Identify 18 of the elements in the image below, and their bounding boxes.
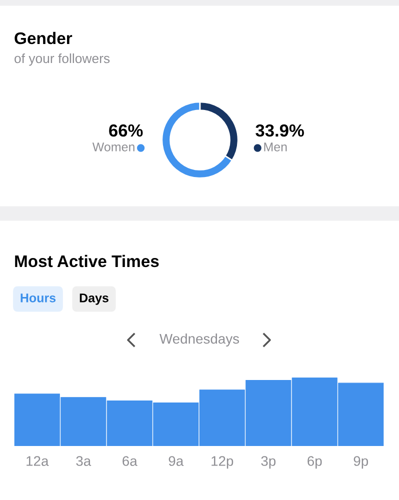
data-label: 66% bbox=[109, 124, 143, 137]
chart-subtitle: of your followers bbox=[14, 53, 110, 66]
text: Days bbox=[80, 294, 108, 305]
chart-title: Most Active Times bbox=[15, 254, 159, 268]
x-tick-label: 9p bbox=[354, 456, 368, 469]
data-label: 33.9% bbox=[256, 124, 304, 137]
x-tick-label: 6a bbox=[122, 456, 138, 466]
x-tick-label: 6p bbox=[308, 456, 322, 469]
slice-label: Women bbox=[92, 142, 134, 152]
chart-subtitle: Wednesdays bbox=[160, 334, 240, 346]
x-tick-label: 12a bbox=[26, 456, 49, 466]
text: Hours bbox=[20, 294, 56, 302]
chart-title: Gender bbox=[14, 32, 72, 44]
x-tick-label: 9a bbox=[168, 456, 184, 466]
legend-label: Men bbox=[264, 142, 287, 152]
x-tick-label: 12p bbox=[212, 456, 234, 469]
x-tick-label: 3a bbox=[76, 456, 92, 466]
x-tick-label: 3p bbox=[261, 456, 276, 469]
